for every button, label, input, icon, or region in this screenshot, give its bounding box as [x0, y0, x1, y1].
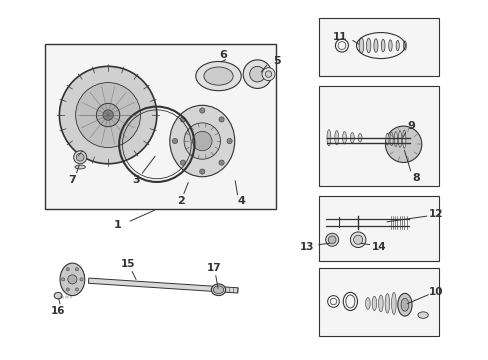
Ellipse shape: [358, 38, 363, 53]
Circle shape: [192, 131, 212, 151]
Text: 1: 1: [114, 220, 122, 230]
Bar: [45, 44, 275, 209]
Text: 16: 16: [51, 306, 65, 316]
Text: 2: 2: [177, 197, 185, 206]
Text: 10: 10: [428, 287, 443, 297]
Circle shape: [199, 169, 204, 174]
Ellipse shape: [334, 131, 338, 145]
Ellipse shape: [349, 132, 353, 143]
Circle shape: [68, 275, 77, 284]
Bar: [319, 86, 438, 186]
Circle shape: [180, 117, 185, 122]
Circle shape: [96, 103, 120, 127]
Ellipse shape: [417, 312, 427, 318]
Ellipse shape: [326, 130, 330, 146]
Circle shape: [75, 288, 79, 291]
Circle shape: [265, 71, 271, 77]
Circle shape: [385, 126, 421, 162]
Text: 15: 15: [121, 260, 135, 269]
Ellipse shape: [395, 40, 398, 51]
Text: 11: 11: [332, 32, 346, 42]
Text: 14: 14: [371, 242, 386, 252]
Circle shape: [262, 68, 274, 81]
Ellipse shape: [365, 298, 369, 309]
Text: 12: 12: [428, 210, 443, 220]
Circle shape: [183, 123, 220, 159]
Circle shape: [243, 60, 271, 89]
Text: 8: 8: [412, 173, 420, 183]
Circle shape: [80, 278, 83, 281]
Ellipse shape: [54, 292, 62, 299]
Ellipse shape: [398, 131, 401, 147]
Ellipse shape: [381, 39, 384, 52]
Bar: [319, 196, 438, 261]
Ellipse shape: [211, 284, 225, 296]
Circle shape: [180, 160, 185, 165]
Circle shape: [66, 267, 69, 271]
Circle shape: [102, 110, 113, 120]
Ellipse shape: [203, 67, 233, 85]
Text: 9: 9: [407, 121, 414, 131]
Polygon shape: [88, 278, 238, 293]
Ellipse shape: [400, 298, 408, 311]
Circle shape: [76, 153, 84, 161]
Ellipse shape: [403, 41, 406, 50]
Text: 6: 6: [219, 50, 226, 60]
Circle shape: [226, 139, 232, 144]
Circle shape: [249, 66, 265, 82]
Circle shape: [349, 232, 365, 248]
Ellipse shape: [385, 133, 388, 145]
Circle shape: [66, 288, 69, 291]
Circle shape: [172, 139, 177, 144]
Ellipse shape: [371, 296, 376, 311]
Text: 13: 13: [300, 242, 314, 252]
Ellipse shape: [397, 293, 411, 316]
Text: 5: 5: [273, 56, 280, 66]
Text: 3: 3: [132, 175, 140, 185]
Ellipse shape: [373, 39, 377, 52]
Ellipse shape: [389, 132, 392, 146]
Ellipse shape: [366, 38, 370, 53]
Circle shape: [325, 233, 338, 246]
Text: 7: 7: [68, 175, 76, 185]
Ellipse shape: [60, 263, 84, 296]
Circle shape: [219, 160, 224, 165]
Ellipse shape: [402, 130, 405, 148]
Circle shape: [199, 108, 204, 113]
Circle shape: [59, 66, 157, 164]
Circle shape: [327, 236, 335, 244]
Ellipse shape: [195, 62, 241, 91]
Circle shape: [219, 117, 224, 122]
Text: 4: 4: [237, 197, 244, 206]
Ellipse shape: [357, 134, 361, 142]
Circle shape: [353, 235, 362, 244]
Ellipse shape: [393, 132, 397, 147]
Circle shape: [74, 151, 86, 164]
Ellipse shape: [385, 294, 389, 313]
Ellipse shape: [342, 132, 346, 144]
Ellipse shape: [378, 295, 383, 312]
Bar: [319, 18, 438, 76]
Circle shape: [76, 82, 140, 148]
Ellipse shape: [169, 105, 234, 177]
Ellipse shape: [391, 292, 395, 314]
Bar: [319, 268, 438, 336]
Circle shape: [75, 267, 79, 271]
Text: 17: 17: [206, 263, 221, 273]
Ellipse shape: [388, 40, 391, 51]
Ellipse shape: [213, 286, 223, 294]
Ellipse shape: [75, 165, 85, 169]
Circle shape: [61, 278, 65, 281]
